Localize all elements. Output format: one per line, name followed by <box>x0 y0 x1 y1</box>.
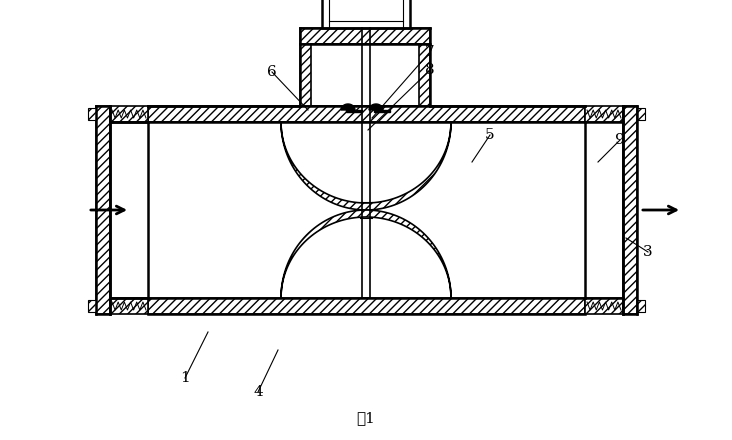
Text: 9: 9 <box>615 133 625 147</box>
Bar <box>88 108 96 120</box>
Bar <box>96 106 110 314</box>
Polygon shape <box>369 104 383 110</box>
Text: 3: 3 <box>643 245 653 259</box>
Bar <box>300 44 311 106</box>
Polygon shape <box>374 110 390 112</box>
Text: 7: 7 <box>425 45 435 59</box>
Polygon shape <box>281 122 451 210</box>
Bar <box>637 300 645 312</box>
Polygon shape <box>281 210 451 298</box>
Bar <box>88 300 96 312</box>
Bar <box>110 106 148 122</box>
Text: 8: 8 <box>425 63 435 77</box>
Bar <box>623 106 637 314</box>
Text: 1: 1 <box>180 371 190 385</box>
Bar <box>322 0 410 28</box>
Bar <box>585 106 623 122</box>
Bar <box>148 106 585 122</box>
Bar <box>419 44 430 106</box>
Text: 6: 6 <box>267 65 277 79</box>
Bar <box>110 298 148 314</box>
Bar <box>300 28 430 44</box>
Bar <box>148 298 585 314</box>
Polygon shape <box>341 104 355 110</box>
Text: 5: 5 <box>485 128 495 142</box>
Bar <box>637 108 645 120</box>
Text: 4: 4 <box>253 385 263 399</box>
Text: 图1: 图1 <box>356 411 376 425</box>
Polygon shape <box>346 110 362 112</box>
Bar <box>585 298 623 314</box>
